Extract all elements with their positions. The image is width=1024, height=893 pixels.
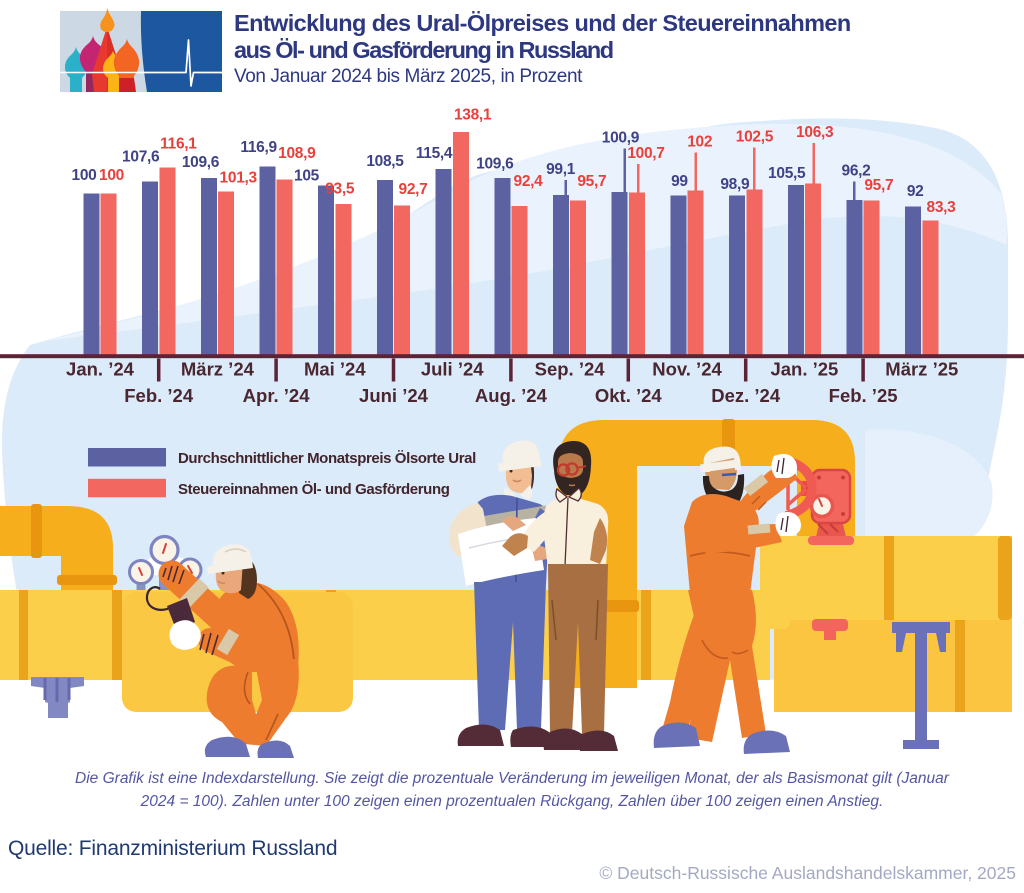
svg-text:138,1: 138,1	[454, 107, 492, 124]
svg-text:100,9: 100,9	[602, 129, 640, 146]
svg-text:Jan. ’25: Jan. ’25	[770, 359, 838, 380]
svg-text:100: 100	[72, 167, 97, 184]
svg-text:Juni ’24: Juni ’24	[359, 385, 429, 406]
svg-text:Okt. ’24: Okt. ’24	[595, 385, 663, 406]
svg-text:116,1: 116,1	[160, 136, 197, 153]
svg-text:102: 102	[687, 134, 712, 151]
svg-text:100: 100	[99, 167, 124, 184]
svg-text:92,4: 92,4	[514, 173, 544, 190]
svg-text:Mai ’24: Mai ’24	[304, 359, 366, 380]
svg-text:98,9: 98,9	[720, 176, 750, 193]
svg-text:115,4: 115,4	[416, 145, 453, 162]
svg-text:Jan. ’24: Jan. ’24	[66, 359, 135, 380]
svg-text:96,2: 96,2	[842, 163, 871, 180]
svg-text:100,7: 100,7	[627, 145, 664, 162]
svg-text:105: 105	[294, 168, 320, 185]
svg-text:März ’24: März ’24	[181, 359, 255, 380]
svg-text:92,7: 92,7	[399, 181, 428, 198]
svg-text:116,9: 116,9	[240, 139, 277, 156]
svg-text:Feb. ’24: Feb. ’24	[124, 385, 194, 406]
svg-text:99: 99	[671, 173, 688, 190]
svg-text:108,9: 108,9	[278, 145, 316, 162]
svg-text:Aug. ’24: Aug. ’24	[475, 385, 548, 406]
svg-text:Feb. ’25: Feb. ’25	[829, 385, 898, 406]
svg-text:109,6: 109,6	[476, 156, 514, 173]
svg-text:99,1: 99,1	[546, 161, 576, 178]
svg-text:Juli ’24: Juli ’24	[421, 359, 484, 380]
svg-text:Apr. ’24: Apr. ’24	[243, 385, 311, 406]
svg-text:Sep. ’24: Sep. ’24	[535, 359, 606, 380]
svg-text:101,3: 101,3	[220, 170, 258, 187]
svg-text:Nov. ’24: Nov. ’24	[652, 359, 722, 380]
svg-text:83,3: 83,3	[927, 199, 957, 216]
svg-text:März ’25: März ’25	[885, 359, 958, 380]
svg-text:102,5: 102,5	[736, 128, 774, 145]
svg-text:Durchschnittlicher Monatspreis: Durchschnittlicher Monatspreis Ölsorte U…	[178, 450, 476, 467]
svg-text:105,5: 105,5	[768, 165, 806, 182]
svg-text:107,6: 107,6	[122, 149, 160, 166]
svg-text:Steuereinnahmen Öl- und Gasför: Steuereinnahmen Öl- und Gasförderung	[178, 481, 450, 498]
svg-text:106,3: 106,3	[796, 124, 834, 141]
svg-text:95,7: 95,7	[577, 173, 606, 190]
svg-text:Dez. ’24: Dez. ’24	[711, 385, 781, 406]
svg-text:93,5: 93,5	[325, 181, 355, 198]
svg-text:109,6: 109,6	[182, 154, 220, 171]
svg-text:108,5: 108,5	[366, 153, 404, 170]
svg-text:92: 92	[907, 183, 924, 200]
svg-text:95,7: 95,7	[864, 177, 893, 194]
